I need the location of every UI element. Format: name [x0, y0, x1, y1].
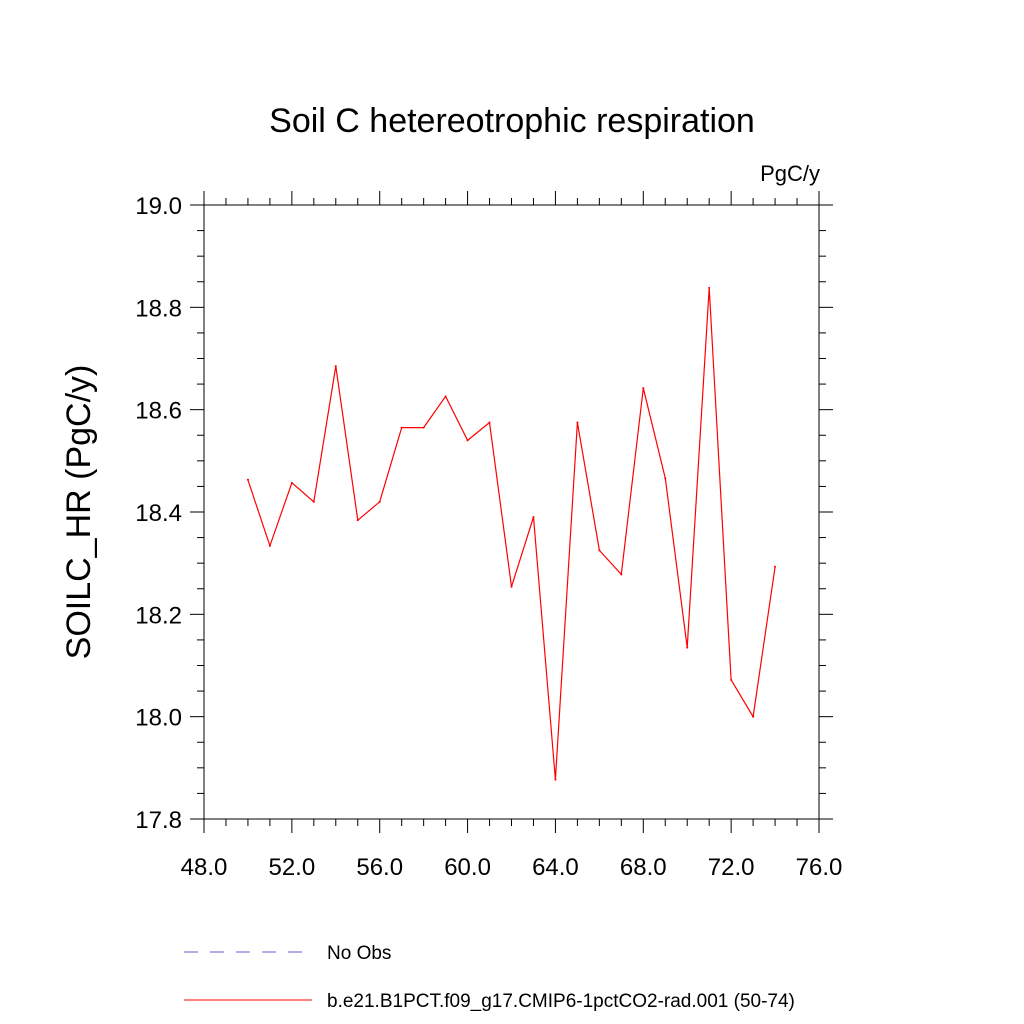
data-point [686, 646, 689, 649]
data-point [422, 426, 425, 429]
data-point [400, 426, 403, 429]
y-tick-label: 19.0 [135, 193, 182, 220]
plot-frame [203, 204, 820, 820]
data-point [664, 477, 667, 480]
data-point [246, 478, 249, 481]
y-tick-label: 18.8 [135, 295, 182, 322]
legend-label: b.e21.B1PCT.f09_g17.CMIP6-1pctCO2-rad.00… [327, 991, 795, 1012]
data-point [488, 421, 491, 424]
x-tick-label: 76.0 [796, 854, 843, 881]
data-point [620, 573, 623, 576]
legend-label: No Obs [327, 943, 391, 964]
data-point [598, 549, 601, 552]
y-axis-label: SOILC_HR (PgC/y) [60, 365, 98, 660]
y-tick-label: 18.6 [135, 398, 182, 425]
data-point [378, 500, 381, 503]
units-label: PgC/y [760, 161, 820, 186]
data-point [444, 395, 447, 398]
data-point [290, 481, 293, 484]
data-point [312, 500, 315, 503]
x-tick-label: 72.0 [708, 854, 755, 881]
x-tick-label: 52.0 [268, 854, 315, 881]
data-point [752, 715, 755, 718]
axis-ticks: 48.0 52.0 56.0 60.0 64.0 68.0 72.0 76.0 17.8 18.0… [135, 191, 842, 881]
data-point [334, 365, 337, 368]
data-point [774, 565, 777, 568]
series-layer [246, 286, 777, 781]
data-point [554, 778, 557, 781]
data-point [642, 387, 645, 390]
data-point [708, 286, 711, 289]
y-tick-label: 18.2 [135, 602, 182, 629]
y-tick-label: 18.0 [135, 705, 182, 732]
series-line [247, 287, 776, 780]
data-point [268, 544, 271, 547]
data-point [466, 439, 469, 442]
y-tick-label: 18.4 [135, 500, 182, 527]
data-point [730, 678, 733, 681]
data-point [510, 585, 513, 588]
x-tick-label: 56.0 [356, 854, 403, 881]
x-tick-label: 48.0 [181, 854, 228, 881]
data-point [356, 519, 359, 522]
x-tick-label: 64.0 [532, 854, 579, 881]
legend: No Obs b.e21.B1PCT.f09_g17.CMIP6-1pctCO2-… [184, 943, 795, 1012]
x-tick-label: 60.0 [444, 854, 491, 881]
x-tick-label: 68.0 [620, 854, 667, 881]
data-point [576, 421, 579, 424]
y-tick-label: 17.8 [135, 807, 182, 834]
chart-title: Soil C hetereotrophic respiration [269, 102, 755, 140]
data-point [532, 516, 535, 519]
